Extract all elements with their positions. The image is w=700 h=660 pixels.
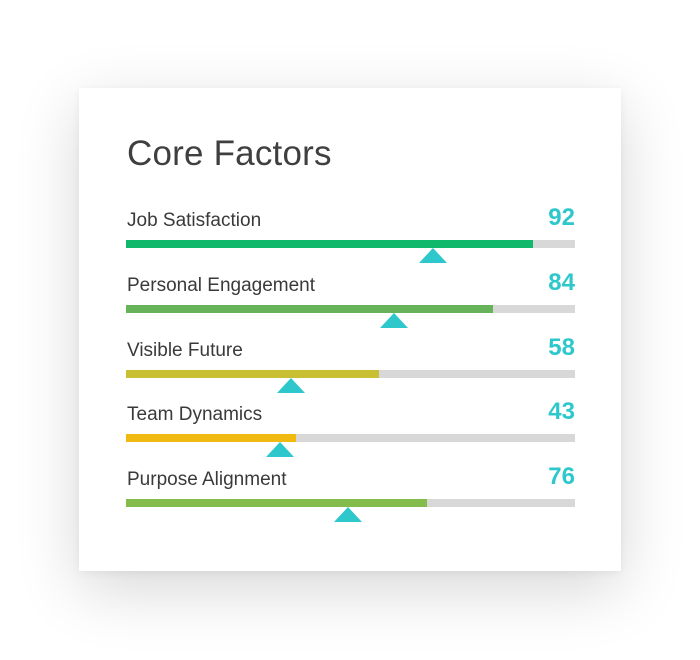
factor-job-satisfaction: Job Satisfaction 92 <box>126 204 575 269</box>
progress-track <box>126 305 575 313</box>
factor-label: Visible Future <box>127 340 243 361</box>
progress-track <box>126 240 575 248</box>
progress-track <box>126 434 575 442</box>
benchmark-marker-icon <box>419 248 447 263</box>
progress-fill <box>126 499 427 507</box>
factor-score: 92 <box>548 204 575 231</box>
factor-team-dynamics: Team Dynamics 43 <box>126 398 575 463</box>
factor-label: Personal Engagement <box>127 275 316 296</box>
progress-fill <box>126 240 533 248</box>
card-title: Core Factors <box>127 134 332 173</box>
benchmark-marker-icon <box>380 313 408 328</box>
progress-fill <box>126 305 493 313</box>
factor-label: Job Satisfaction <box>127 210 262 231</box>
factor-score: 76 <box>548 463 575 490</box>
progress-fill <box>126 370 379 378</box>
core-factors-card: Core Factors Job Satisfaction 92 Persona… <box>79 88 621 571</box>
benchmark-marker-icon <box>277 378 305 393</box>
factor-purpose-alignment: Purpose Alignment 76 <box>126 463 575 528</box>
factor-label: Purpose Alignment <box>127 469 287 490</box>
benchmark-marker-icon <box>334 507 362 522</box>
benchmark-marker-icon <box>266 442 294 457</box>
progress-track <box>126 499 575 507</box>
factor-label: Team Dynamics <box>127 404 263 425</box>
factor-visible-future: Visible Future 58 <box>126 334 575 399</box>
progress-fill <box>126 434 296 442</box>
factor-score: 84 <box>548 269 575 296</box>
factor-score: 43 <box>548 398 575 425</box>
progress-track <box>126 370 575 378</box>
factor-personal-engagement: Personal Engagement 84 <box>126 269 575 334</box>
factor-score: 58 <box>548 334 575 361</box>
